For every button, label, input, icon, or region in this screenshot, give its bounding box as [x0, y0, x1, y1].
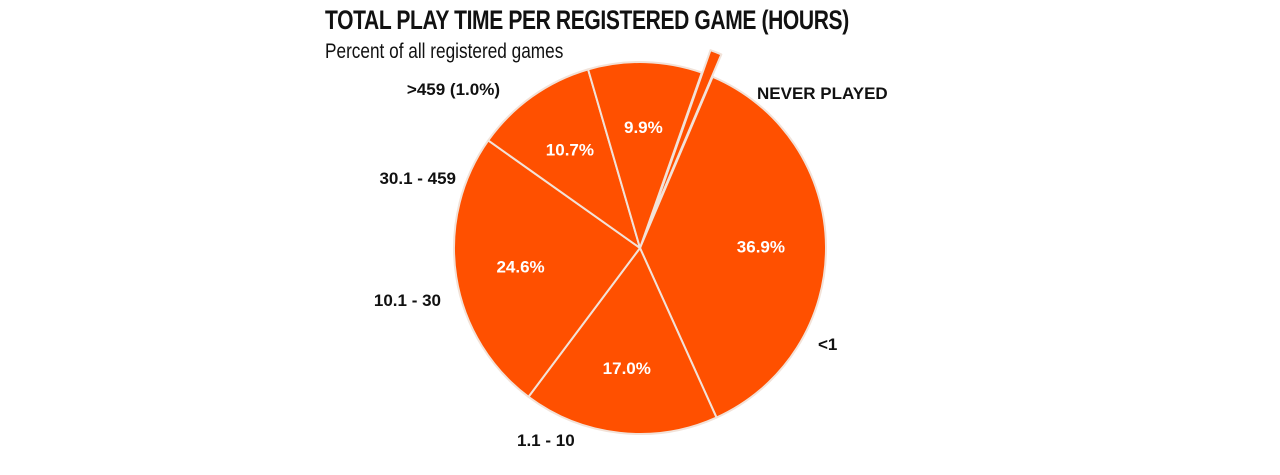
pie-slice-10-1-30 [487, 68, 641, 249]
pie-slice-1 [527, 247, 718, 435]
chart-subtitle: Percent of all registered games [325, 40, 564, 63]
pie-category-label: 30.1 - 459 [379, 169, 456, 188]
pie-category-label: <1 [818, 335, 837, 354]
pie-category-label: NEVER PLAYED [757, 84, 888, 103]
pie-value-label: 10.7% [546, 141, 594, 160]
pie-slice-459-1-0 [647, 49, 723, 227]
pie-slice-never-played [639, 75, 827, 419]
pie-slice-1-1-10 [453, 139, 641, 398]
pie-category-label: >459 (1.0%) [407, 80, 500, 99]
pie-category-label: 10.1 - 30 [374, 291, 441, 310]
pie-value-label: 36.9% [737, 238, 785, 257]
pie-value-label: 17.0% [603, 359, 651, 378]
pie-value-label: 24.6% [496, 258, 544, 277]
chart-title: TOTAL PLAY TIME PER REGISTERED GAME (HOU… [325, 5, 849, 35]
pie-slice-30-1-459 [587, 61, 703, 249]
pie-value-label: 9.9% [624, 118, 663, 137]
pie-category-label: 1.1 - 10 [517, 431, 575, 450]
